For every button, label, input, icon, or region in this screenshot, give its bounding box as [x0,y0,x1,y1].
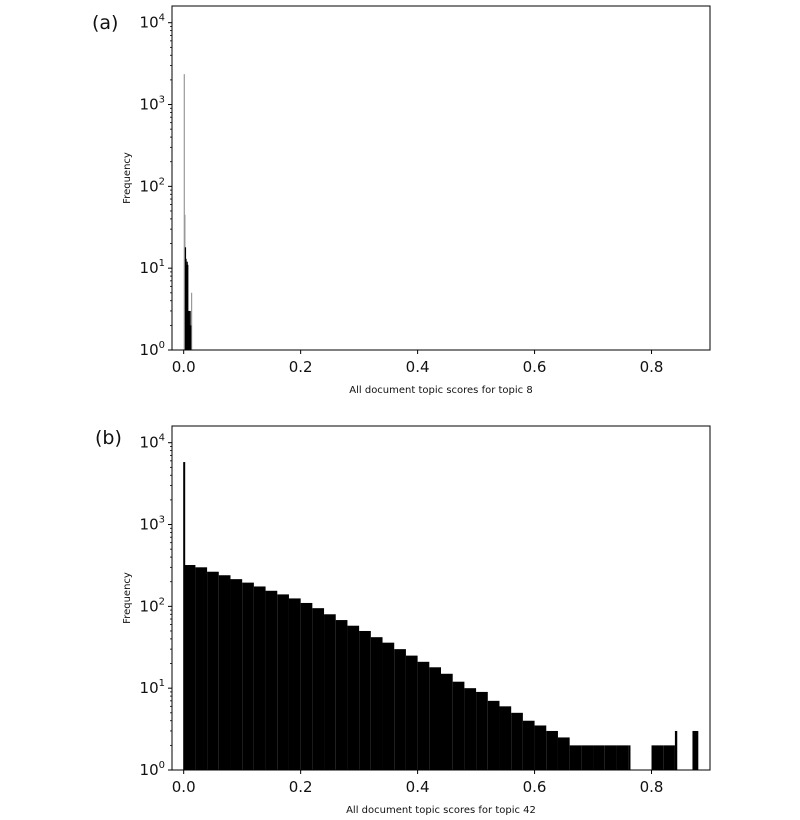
panel-b-bar [429,667,441,770]
panel-b-bar [604,745,617,770]
panel-a-x-tick-label: 0.6 [523,358,547,376]
panel-a-x-tick-label: 0.0 [172,358,196,376]
panel-a-y-tick-label: 101 [140,258,165,277]
panel-b-bar [581,745,594,770]
panel-a-bar [187,264,189,350]
panel-b-bar [394,649,406,770]
panel-b-bar [218,575,231,770]
panel-b-bar [195,567,208,770]
panel-b-frame [171,425,711,771]
panel-a-x-tick-label: 0.4 [406,358,430,376]
panel-b-bars [183,462,699,770]
panel-a-x-tick-label: 0.8 [640,358,664,376]
panel-b-x-tick-label: 0.2 [289,778,313,796]
panel-a-x-label: All document topic scores for topic 8 [349,385,532,396]
panel-b-bar [335,620,348,770]
panel-a-frame [171,5,711,351]
panel-a-y-tick-label: 100 [140,340,165,359]
panel-b-y-tick-label: 103 [140,515,165,534]
panel-b-label: (b) [95,427,122,449]
panel-b-bar [288,598,301,770]
panel-b-x-tick-label: 0.8 [640,778,664,796]
panel-b-bar [324,614,336,770]
panel-b-bar [569,745,582,770]
panel-b-bar [242,582,254,770]
panel-a-y-ticks: 100 101 102 103 104 [140,13,172,359]
panel-b-bar [476,691,488,770]
panel-a-x-tick-label: 0.2 [289,358,313,376]
panel-a-y-tick-label: 104 [140,13,165,32]
panel-b-bar [616,745,629,770]
panel-b-bar [183,565,196,770]
panel-b-bar [628,745,631,770]
panel-a-bar [183,74,185,350]
panel-b-bar [464,688,477,770]
panel-b-y-tick-label: 104 [140,433,165,452]
panel-b-y-tick-label: 100 [140,760,165,779]
panel-a-y-tick-label: 103 [140,95,165,114]
panel-a-x-ticks: 0.0 0.2 0.4 0.6 0.8 [172,350,664,376]
panel-b-y-label: Frequency [122,572,133,624]
panel-b-spike-bar [183,462,186,770]
panel-a-bar [190,325,192,350]
panel-b-bar [265,590,278,770]
panel-b-bar [405,655,418,770]
panel-b: (b) 0.0 0.2 0.4 0.6 0.8 100 101 102 103 104 All … [95,425,711,816]
panel-a: (a) 0.0 0.2 0.4 0.6 0.8 100 101 102 103 104 All … [92,5,711,396]
panel-b-bar [277,594,289,770]
panel-b-bar [452,681,465,770]
panel-b-bar [441,673,453,770]
panel-a-y-label: Frequency [122,152,133,204]
panel-b-bar [511,712,523,770]
panel-b-bar [417,661,430,770]
panel-b-bar [663,745,675,770]
panel-b-bar [546,730,558,770]
panel-b-bar [253,586,266,770]
panel-a-bar [191,292,193,350]
panel-b-bar [300,602,313,770]
panel-a-y-tick-label: 102 [140,176,165,195]
panel-b-bar [534,725,547,770]
panel-b-bar [557,737,570,770]
panel-b-y-ticks: 100 101 102 103 104 [140,433,172,779]
panel-b-bar [674,730,678,770]
panel-b-bar [651,745,664,770]
panel-b-bar [487,700,500,770]
panel-b-bar [593,745,605,770]
panel-b-y-tick-label: 102 [140,596,165,615]
panel-a-bars [183,74,193,350]
panel-b-x-tick-label: 0.4 [406,778,430,796]
panel-b-bar [207,571,219,770]
panel-b-bar [347,625,360,770]
panel-b-y-tick-label: 101 [140,678,165,697]
panel-b-bar [359,630,371,770]
panel-b-bar [499,706,512,770]
panel-b-x-tick-label: 0.6 [523,778,547,796]
panel-b-bar [230,579,243,770]
panel-b-bar [522,720,535,770]
panel-b-x-label: All document topic scores for topic 42 [346,805,536,816]
panel-b-x-tick-label: 0.0 [172,778,196,796]
panel-b-bar [312,608,325,770]
panel-b-bar [370,637,383,770]
panel-b-bar [382,642,395,770]
panel-b-bar [692,730,699,770]
panel-b-x-ticks: 0.0 0.2 0.4 0.6 0.8 [172,770,664,796]
panel-a-label: (a) [92,12,118,34]
